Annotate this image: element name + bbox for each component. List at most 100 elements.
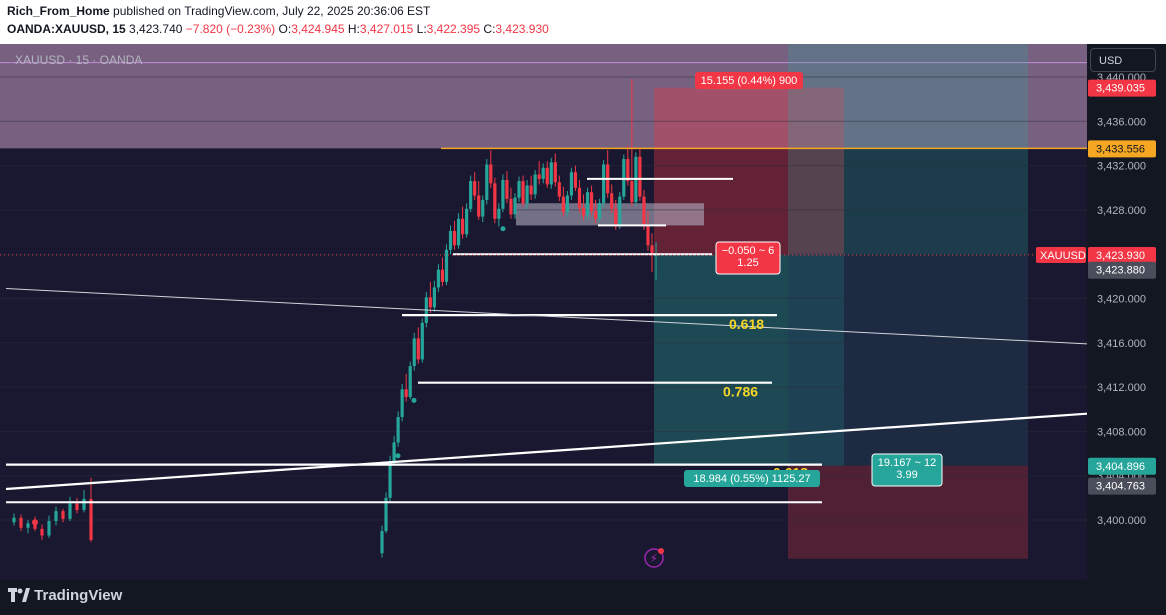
- position-annotation-text: 1.25: [737, 257, 758, 269]
- candle-body: [481, 199, 485, 217]
- price-tag: [1088, 140, 1156, 158]
- candle-body: [33, 523, 37, 529]
- candle-body: [557, 182, 561, 197]
- candle-body: [642, 196, 646, 226]
- candle-body: [61, 511, 65, 519]
- symbol-price-tag: [1036, 246, 1086, 263]
- candle-body: [565, 195, 569, 213]
- footer: TradingView: [0, 580, 1166, 615]
- candle-body: [501, 179, 505, 209]
- candle-body: [89, 498, 93, 540]
- target-annotation: [871, 453, 943, 487]
- position-annotation: [715, 241, 781, 275]
- long-entry-zone: [788, 254, 1028, 466]
- fib-label: 0.786: [723, 384, 758, 400]
- candle-body: [420, 322, 424, 360]
- publish-info: published on TradingView.com, July 22, 2…: [113, 4, 431, 18]
- price-tag-text: 3,423.880: [1096, 265, 1145, 277]
- candle-body: [68, 503, 72, 519]
- candle-body: [54, 511, 58, 522]
- y-tick-label: 3,432.000: [1097, 161, 1146, 173]
- candle-body: [618, 196, 622, 226]
- candle-body: [477, 195, 481, 217]
- symbol-price-tag-text: XAUUSD: [1040, 250, 1086, 262]
- candle-body: [440, 269, 445, 282]
- candle-body: [489, 164, 493, 184]
- candle-body: [412, 338, 416, 367]
- lightning-glyph: ⚡: [650, 552, 658, 566]
- close-label: C:: [483, 22, 496, 36]
- price-tag-text: 3,433.556: [1096, 143, 1145, 155]
- candle-body: [598, 203, 602, 219]
- candle-body: [626, 158, 630, 182]
- upper-range-band: [0, 44, 1087, 149]
- y-tick-label: 3,436.000: [1097, 116, 1146, 128]
- candle-body: [485, 164, 489, 200]
- y-tick-label: 3,420.000: [1097, 294, 1146, 306]
- candle-body: [396, 417, 400, 443]
- candle-body: [505, 179, 509, 199]
- candle-body: [408, 366, 412, 398]
- price-tag-text: 3,423.930: [1096, 250, 1145, 262]
- candle-body: [622, 158, 626, 197]
- risk-annotation: [695, 72, 803, 89]
- candle-body: [26, 523, 30, 528]
- fib-label: 0.618: [729, 316, 764, 332]
- price-tag: [1088, 457, 1156, 475]
- candle-body: [12, 517, 16, 523]
- candle-body: [75, 503, 79, 511]
- low-label: L:: [416, 22, 427, 36]
- notification-dot: [658, 548, 664, 554]
- candle-body: [380, 531, 384, 554]
- candle-body: [537, 174, 541, 179]
- author-name[interactable]: Rich_From_Home: [7, 4, 110, 18]
- candle-body: [521, 181, 525, 204]
- candle-body: [432, 287, 436, 308]
- candle-body: [525, 185, 529, 204]
- price-tag: [1088, 79, 1156, 97]
- candle-body: [448, 230, 453, 250]
- candle-body: [493, 183, 497, 219]
- tradingview-logo[interactable]: TradingView: [8, 587, 122, 604]
- candle-body: [444, 249, 449, 282]
- candle-body: [428, 297, 432, 308]
- position-annotation-text: −0.050 ~ 6: [722, 245, 775, 257]
- signal-marker: [500, 226, 506, 232]
- ascending-trendline: [5, 412, 1088, 491]
- candle-body: [545, 167, 549, 185]
- reward-annotation: [684, 470, 820, 487]
- candle-body: [416, 338, 420, 360]
- high-label: H:: [347, 22, 360, 36]
- candle-body: [461, 218, 465, 235]
- target-annotation-text: 3.99: [896, 469, 917, 481]
- ohlc-line: OANDA:XAUUSD, 15 3,423.740 −7.820 (−0.23…: [7, 22, 549, 36]
- candle-body: [517, 181, 521, 198]
- price-tag: [1088, 261, 1156, 279]
- candle-body: [40, 528, 44, 536]
- currency-button[interactable]: USD: [1090, 48, 1156, 72]
- candle-body: [610, 193, 614, 209]
- candle-body: [469, 181, 473, 209]
- candle-body: [549, 162, 553, 185]
- candle-body: [533, 174, 537, 195]
- candle-body: [593, 211, 598, 219]
- candle-body: [465, 208, 469, 235]
- y-tick-label: 3,400.000: [1097, 515, 1146, 527]
- signal-marker: [32, 519, 38, 526]
- candle-body: [47, 521, 51, 536]
- candle-body: [561, 196, 565, 213]
- candle-body: [82, 498, 86, 511]
- candle-body: [614, 208, 618, 226]
- candle-body: [589, 192, 594, 212]
- candle-body: [509, 198, 513, 215]
- lightning-icon: [644, 548, 664, 568]
- high-value: 3,427.015: [359, 22, 414, 36]
- signal-marker: [395, 453, 401, 459]
- candle-body: [541, 167, 545, 179]
- open-value: 3,424.945: [291, 22, 345, 36]
- chart-legend: XAUUSD · 15 · OANDA: [15, 53, 142, 67]
- candle-body: [585, 192, 590, 216]
- symbol-name: OANDA:XAUUSD, 15: [7, 22, 126, 36]
